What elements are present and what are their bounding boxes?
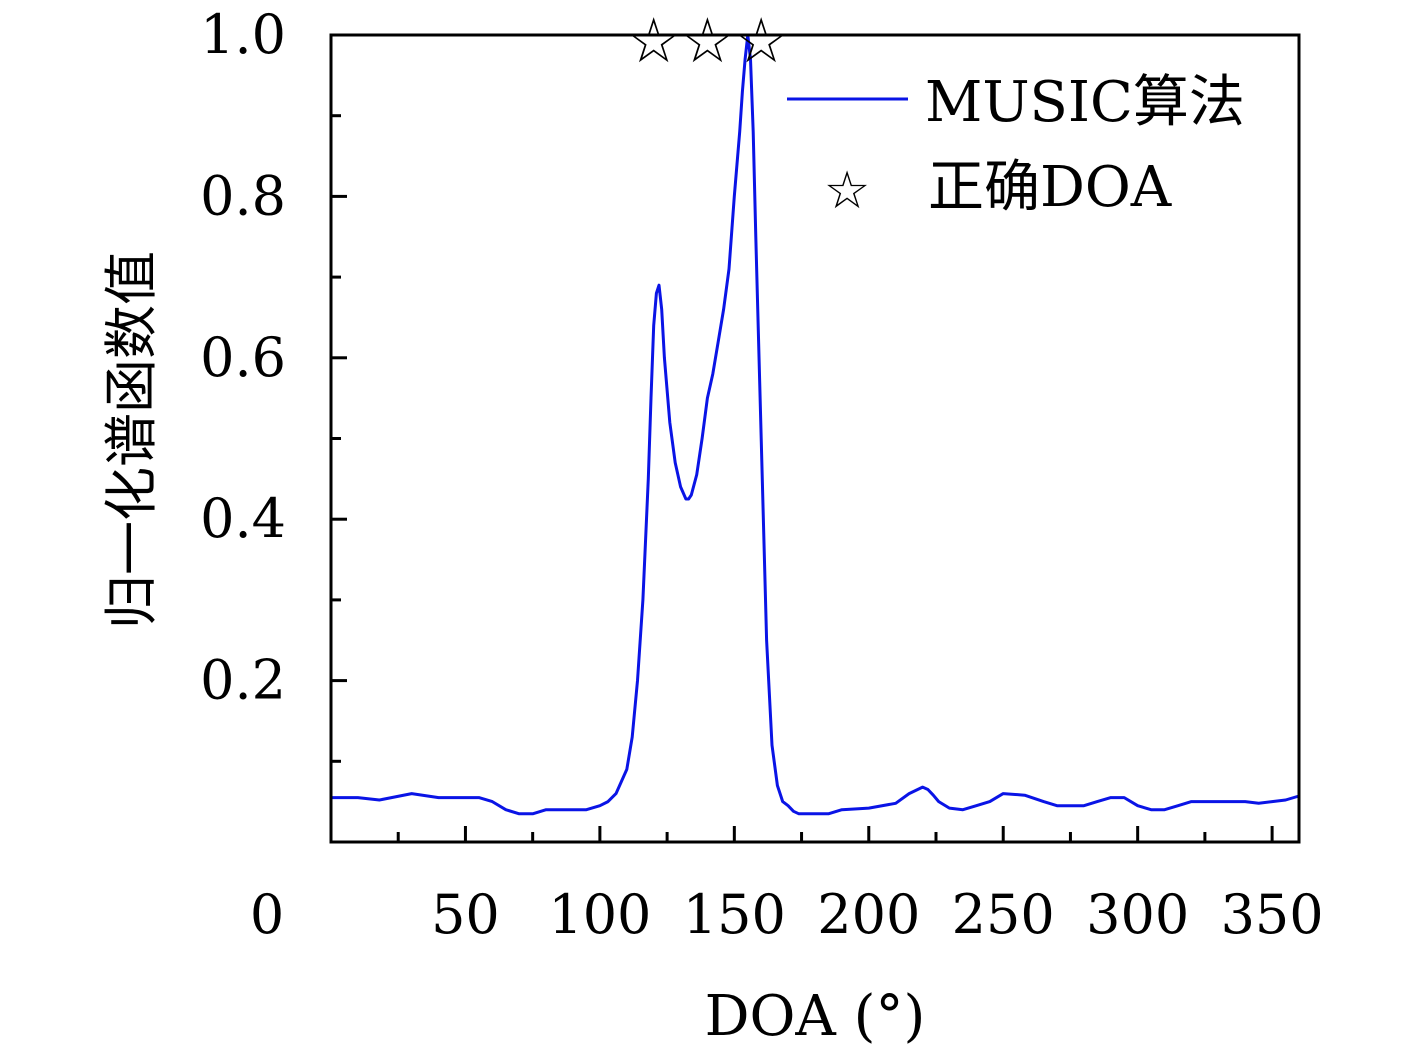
legend-label-true-doa: 正确DOA — [928, 155, 1172, 220]
plot-layer — [331, 33, 1300, 816]
legend-star-symbol: ☆ — [824, 161, 871, 221]
x-axis-label: DOA (°) — [705, 984, 926, 1049]
y-tick-label: 0.6 — [200, 326, 286, 389]
true-doa-marker: ☆ — [733, 4, 789, 77]
true-doa-marker: ☆ — [626, 4, 682, 77]
x-tick-label: 300 — [1086, 883, 1189, 946]
markers-layer: ☆☆☆ — [626, 4, 789, 77]
x-tick-label: 200 — [817, 883, 920, 946]
x-tick-label: 100 — [548, 883, 651, 946]
y-axis-label: 归一化谱函数值 — [100, 251, 163, 629]
legend: MUSIC算法 ☆ 正确DOA — [787, 70, 1245, 221]
legend-label-music: MUSIC算法 — [925, 70, 1245, 135]
x-tick-label: 350 — [1221, 883, 1324, 946]
y-tick-label: 0.8 — [200, 164, 286, 227]
true-doa-marker: ☆ — [680, 4, 736, 77]
series-line-0 — [331, 33, 1300, 816]
x-tick-label: 50 — [431, 883, 500, 946]
x-tick-label: 0 — [250, 883, 284, 946]
y-tick-label: 0.2 — [200, 649, 286, 712]
ticks-layer — [331, 114, 1274, 842]
x-tick-label: 150 — [683, 883, 786, 946]
y-tick-label: 1.0 — [200, 3, 286, 66]
tick-labels-layer: 0 50 100 150 200 250 300 350 0.2 0.4 0.6 0.8 1.0 — [200, 3, 1324, 946]
y-tick-label: 0.4 — [200, 487, 286, 550]
x-tick-label: 250 — [952, 883, 1055, 946]
